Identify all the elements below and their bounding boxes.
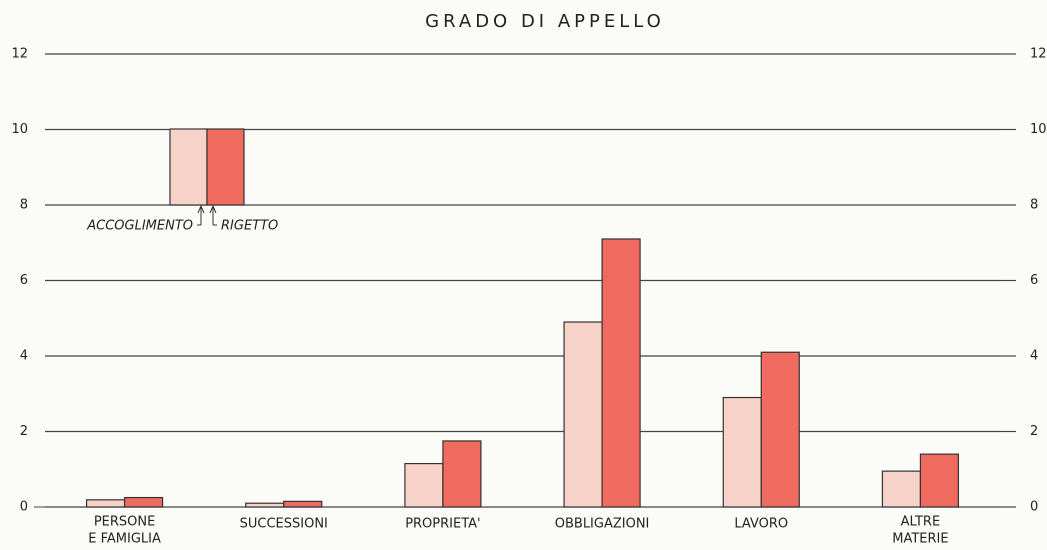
y-tick-label: 12 xyxy=(11,47,28,62)
x-tick-label: PROPRIETA' xyxy=(405,517,480,532)
x-tick-label: MATERIE xyxy=(892,532,948,547)
x-tick-label: SUCCESSIONI xyxy=(240,517,328,532)
y-tick-label: 4 xyxy=(20,349,28,364)
bar xyxy=(601,238,641,508)
bar xyxy=(442,440,482,508)
legend-label: ACCOGLIMENTO xyxy=(86,219,193,234)
y2-tick-label: 10 xyxy=(1030,122,1047,137)
legend-arrowhead xyxy=(209,204,217,214)
bar xyxy=(283,500,323,508)
x-tick-label: E FAMIGLIA xyxy=(88,532,161,547)
y2-tick-label: 0 xyxy=(1030,500,1038,515)
x-tick-label: ALTRE xyxy=(901,515,941,530)
legend-arrowhead xyxy=(197,204,205,214)
x-tick-label: PERSONE xyxy=(94,515,156,530)
x-tick-label: OBBLIGAZIONI xyxy=(555,517,650,532)
bar xyxy=(760,351,800,508)
bar xyxy=(563,321,603,508)
y-tick-label: 8 xyxy=(20,198,28,213)
bar xyxy=(404,462,444,508)
y2-tick-label: 4 xyxy=(1030,349,1038,364)
chart-title: GRADO DI APPELLO xyxy=(425,11,665,32)
x-tick-label: LAVORO xyxy=(734,517,788,532)
bar xyxy=(85,499,126,508)
bar xyxy=(722,396,762,508)
bar xyxy=(123,496,164,508)
legend-swatch xyxy=(206,128,245,206)
y-tick-label: 10 xyxy=(11,122,28,137)
y2-tick-label: 8 xyxy=(1030,198,1038,213)
legend-swatch xyxy=(169,128,208,206)
y2-tick-label: 2 xyxy=(1030,424,1038,439)
bar xyxy=(919,453,960,508)
y-tick-label: 0 xyxy=(20,500,28,515)
y2-tick-label: 12 xyxy=(1030,47,1047,62)
y-tick-label: 2 xyxy=(20,424,28,439)
y2-tick-label: 6 xyxy=(1030,273,1038,288)
bar xyxy=(245,502,285,508)
y-tick-label: 6 xyxy=(20,273,28,288)
legend-label: RIGETTO xyxy=(221,219,278,234)
bar xyxy=(881,470,922,508)
